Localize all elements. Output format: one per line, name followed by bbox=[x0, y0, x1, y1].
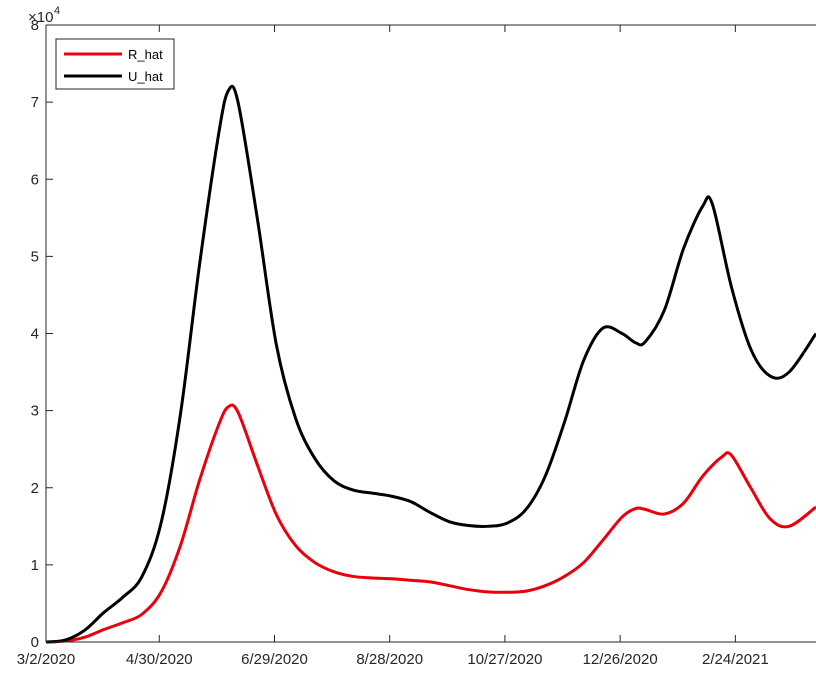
x-tick-label: 4/30/2020 bbox=[126, 651, 193, 668]
legend-box bbox=[55, 38, 175, 90]
y-exponent-base: ×10 bbox=[28, 9, 53, 26]
tick-labels: 3/2/2020 4/30/2020 6/29/2020 8/28/2020 10/27… bbox=[17, 17, 769, 668]
y-tick-label: 1 bbox=[31, 557, 39, 574]
legend-label: U_hat bbox=[128, 69, 163, 84]
y-tick-label: 2 bbox=[31, 480, 39, 497]
y-tick-label: 3 bbox=[31, 403, 39, 420]
x-tick-label: 6/29/2020 bbox=[241, 651, 308, 668]
x-tick-label: 3/2/2020 bbox=[17, 651, 75, 668]
plot-background bbox=[46, 25, 816, 642]
series-line-r-hat bbox=[45, 403, 816, 644]
y-tick-label: 7 bbox=[31, 94, 39, 111]
x-tick-label: 10/27/2020 bbox=[467, 651, 542, 668]
x-tick-label: 2/24/2021 bbox=[702, 651, 769, 668]
y-tick-label: 6 bbox=[31, 171, 39, 188]
series-layer bbox=[45, 84, 816, 644]
y-tick-label: 4 bbox=[31, 326, 39, 343]
y-exponent-power: 4 bbox=[54, 5, 60, 17]
x-tick-label: 8/28/2020 bbox=[356, 651, 423, 668]
series-line-u-hat bbox=[45, 84, 816, 644]
y-tick-label: 0 bbox=[31, 634, 39, 651]
x-tick-label: 12/26/2020 bbox=[583, 651, 658, 668]
legend: R_hat U_hat bbox=[55, 38, 175, 90]
y-tick-label: 5 bbox=[31, 248, 39, 265]
y-tick-label: 8 bbox=[31, 17, 39, 34]
legend-label: R_hat bbox=[128, 47, 163, 62]
